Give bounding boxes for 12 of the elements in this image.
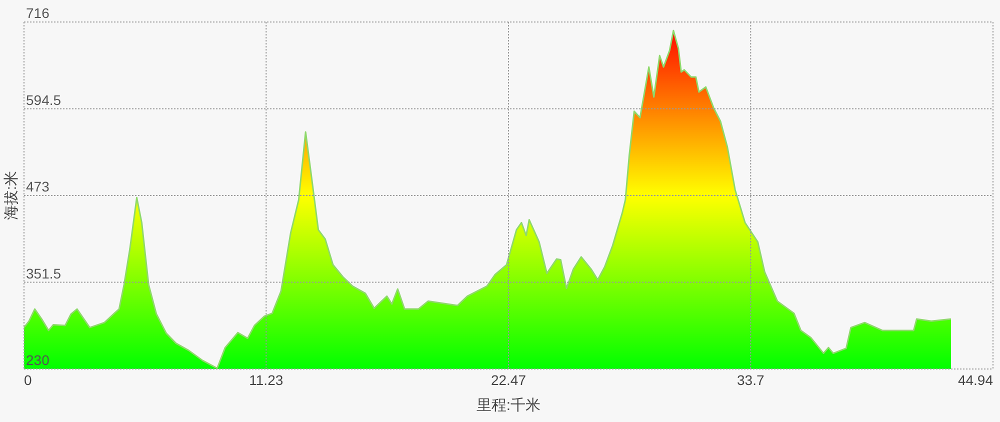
y-tick-label: 351.5 <box>26 265 62 282</box>
x-axis-title: 里程:千米 <box>476 397 541 414</box>
y-tick-label: 716 <box>26 5 50 21</box>
x-tick-label: 44.94 <box>958 372 994 388</box>
y-tick-label: 594.5 <box>26 92 62 108</box>
x-tick-label: 22.47 <box>490 372 526 388</box>
y-axis-title: 海拔:米 <box>3 170 20 220</box>
x-tick-label: 11.23 <box>249 372 284 388</box>
x-tick-label: 0 <box>24 372 32 388</box>
y-tick-label: 230 <box>26 352 50 368</box>
y-tick-label: 473 <box>26 178 50 194</box>
x-tick-label: 33.7 <box>737 372 764 388</box>
